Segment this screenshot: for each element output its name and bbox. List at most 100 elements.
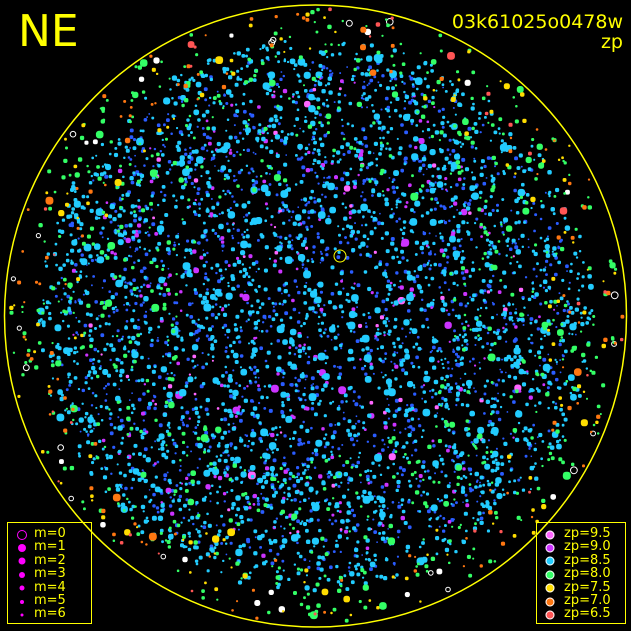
star-point: [490, 316, 495, 320]
star-point: [229, 33, 234, 38]
star-point: [331, 445, 334, 449]
star-point: [259, 233, 264, 237]
star-point: [130, 99, 134, 102]
star-point: [273, 539, 278, 544]
star-point: [162, 306, 167, 311]
star-point: [384, 107, 388, 111]
star-point: [518, 368, 525, 375]
star-point: [306, 228, 309, 231]
star-point: [273, 114, 278, 119]
star-point: [408, 498, 411, 501]
star-point: [238, 384, 242, 387]
star-point: [88, 181, 93, 185]
star-point: [450, 167, 455, 172]
star-point: [543, 249, 546, 253]
star-point: [239, 412, 243, 416]
star-point: [446, 448, 450, 453]
star-point: [257, 188, 261, 191]
star-point: [577, 272, 580, 276]
star-point: [463, 204, 466, 208]
star-point: [279, 116, 283, 120]
star-point: [346, 322, 350, 326]
star-point: [101, 447, 105, 451]
star-point: [483, 384, 487, 388]
star-point: [452, 250, 460, 258]
star-point: [418, 188, 422, 191]
star-point: [337, 92, 341, 96]
star-point: [561, 435, 565, 438]
star-point: [283, 136, 289, 141]
star-point: [214, 316, 219, 320]
star-point: [251, 428, 255, 432]
star-point: [355, 52, 358, 56]
star-point: [171, 75, 178, 81]
star-point: [227, 211, 236, 219]
star-point: [369, 78, 374, 83]
star-point: [233, 179, 236, 183]
star-point: [392, 562, 396, 565]
star-point: [437, 347, 442, 351]
star-point: [394, 247, 398, 252]
star-point: [557, 246, 561, 250]
star-point: [467, 324, 470, 327]
star-point: [165, 377, 169, 381]
star-point: [349, 270, 354, 274]
star-point: [432, 480, 436, 484]
star-point: [290, 132, 294, 136]
star-point: [337, 588, 342, 593]
star-point: [477, 334, 480, 337]
star-point: [221, 326, 225, 329]
star-point: [339, 158, 342, 161]
star-point: [324, 84, 328, 87]
star-point: [574, 307, 579, 312]
star-point: [479, 481, 481, 484]
star-point: [413, 386, 416, 389]
star-point: [290, 366, 293, 369]
star-point: [415, 572, 420, 577]
star-point: [168, 273, 172, 277]
star-point: [499, 455, 504, 459]
star-point: [172, 317, 176, 321]
star-point: [422, 390, 426, 394]
star-point: [473, 372, 476, 375]
star-point: [83, 243, 92, 252]
star-point: [480, 306, 483, 310]
star-point: [116, 229, 120, 233]
star-point: [224, 444, 229, 449]
star-point: [248, 366, 252, 369]
star-point: [108, 174, 113, 179]
star-point: [121, 276, 126, 281]
star-point: [313, 448, 318, 453]
star-point: [499, 143, 508, 152]
star-point: [453, 470, 456, 473]
star-point: [474, 129, 479, 134]
star-point: [555, 422, 560, 427]
star-point: [301, 346, 306, 351]
star-point: [395, 489, 398, 492]
star-point: [235, 139, 240, 144]
star-point: [242, 274, 246, 278]
star-point: [283, 204, 288, 209]
star-point: [359, 505, 363, 508]
star-point: [267, 71, 276, 79]
star-point: [405, 335, 407, 338]
star-point: [311, 138, 314, 141]
star-point: [398, 397, 403, 403]
star-point: [126, 405, 131, 410]
star-point: [144, 267, 147, 270]
star-point: [538, 315, 541, 319]
star-point: [316, 97, 321, 102]
star-point: [287, 240, 291, 244]
star-point: [532, 267, 536, 271]
star-point: [260, 184, 269, 193]
star-point: [67, 337, 71, 340]
star-point: [443, 221, 448, 225]
star-point: [354, 237, 358, 241]
star-point: [189, 146, 192, 150]
star-point: [484, 116, 487, 119]
star-point: [189, 315, 194, 319]
star-point: [42, 299, 45, 302]
star-point: [519, 195, 523, 199]
star-point: [521, 430, 525, 433]
star-point: [90, 376, 94, 380]
